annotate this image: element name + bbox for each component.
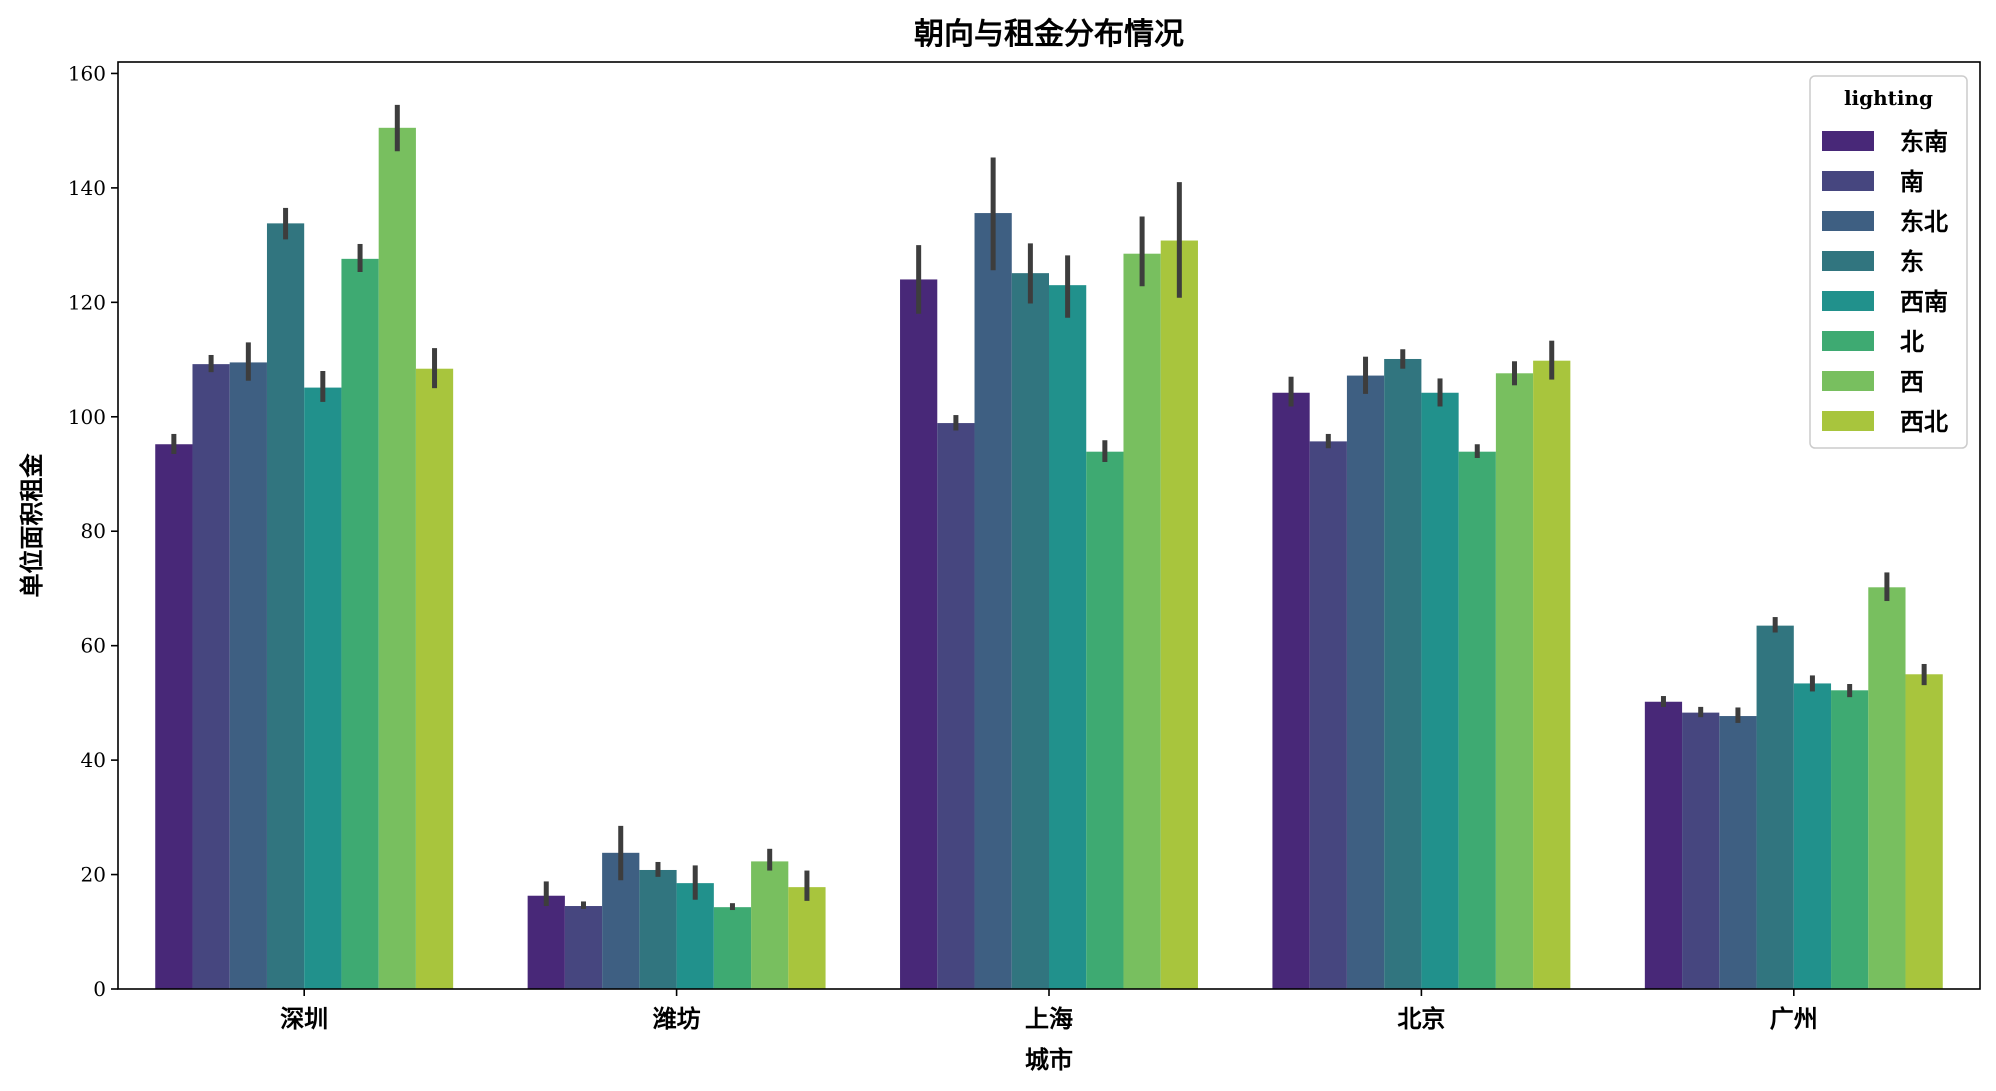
bar (1831, 690, 1869, 989)
y-axis-label: 单位面积租金 (17, 453, 46, 598)
x-tick-label: 广州 (1770, 1004, 1818, 1033)
bar (1905, 674, 1943, 989)
legend-swatch (1822, 171, 1874, 191)
legend-label: 西南 (1900, 287, 1948, 316)
bar (192, 364, 230, 990)
legend-box (1809, 75, 1968, 449)
y-tick-label: 120 (68, 290, 106, 314)
y-tick-label: 100 (68, 405, 106, 429)
bar (266, 223, 305, 989)
bar (1793, 683, 1832, 989)
bar (900, 279, 938, 989)
bar (1458, 451, 1496, 989)
legend-title: lighting (1844, 86, 1933, 110)
bar (564, 906, 603, 989)
bar (751, 861, 789, 989)
chart-title: 朝向与租金分布情况 (914, 17, 1184, 52)
bar (1495, 373, 1534, 989)
legend-swatch (1822, 331, 1874, 351)
bar (1682, 712, 1720, 989)
bar (341, 258, 379, 989)
y-tick-label: 80 (81, 519, 106, 543)
bar (713, 907, 752, 989)
bar (155, 444, 193, 989)
bar (1123, 253, 1161, 989)
legend-label: 东南 (1900, 127, 1948, 156)
bar (788, 887, 826, 989)
bar (304, 387, 342, 989)
legend-swatch (1822, 291, 1874, 311)
bar (639, 869, 677, 989)
bar (1086, 451, 1124, 989)
legend-swatch (1822, 251, 1874, 271)
bar (1384, 358, 1422, 989)
bar (1421, 392, 1459, 989)
legend-swatch (1822, 371, 1874, 391)
x-tick-label: 上海 (1025, 1004, 1073, 1033)
legend-label: 西北 (1900, 407, 1948, 436)
bar (1719, 716, 1757, 989)
x-axis-label: 城市 (1025, 1045, 1073, 1074)
bar (1644, 701, 1683, 989)
legend-label: 东 (1900, 247, 1924, 276)
bar (1011, 273, 1049, 989)
legend-label: 东北 (1900, 207, 1948, 236)
bar (1533, 360, 1571, 989)
error-bars-layer (171, 104, 1927, 911)
bar (1756, 625, 1794, 989)
y-tick-label: 60 (81, 634, 106, 658)
legend-swatch (1822, 131, 1874, 151)
bar (1160, 240, 1198, 990)
bar (1049, 285, 1087, 990)
bar (1868, 587, 1906, 989)
bar (1309, 441, 1347, 990)
legend-label: 北 (1900, 327, 1924, 356)
legend-swatch (1822, 411, 1874, 431)
y-tick-label: 140 (68, 176, 106, 200)
y-tick-label: 0 (93, 977, 106, 1001)
bar (378, 127, 416, 990)
x-tick-label: 北京 (1397, 1004, 1445, 1033)
y-tick-label: 20 (81, 863, 106, 887)
bar (974, 213, 1012, 990)
legend-swatch (1822, 211, 1874, 231)
x-tick-label: 深圳 (280, 1004, 328, 1033)
bar (937, 423, 975, 989)
y-tick-label: 160 (68, 61, 106, 85)
bars-layer (155, 127, 1943, 990)
bar (415, 368, 454, 989)
legend-label: 南 (1900, 167, 1924, 196)
legend-label: 西 (1900, 367, 1924, 396)
axes-layer: 0 20 40 60 80 100 120 140 160 深圳 潍坊 上海 北京 广州 (68, 61, 1981, 1033)
bar (229, 362, 267, 990)
x-tick-label: 潍坊 (653, 1004, 701, 1033)
bar (676, 883, 714, 989)
bar (1272, 392, 1310, 989)
bar (527, 895, 565, 989)
bar (1346, 375, 1385, 990)
y-tick-label: 40 (81, 748, 106, 772)
